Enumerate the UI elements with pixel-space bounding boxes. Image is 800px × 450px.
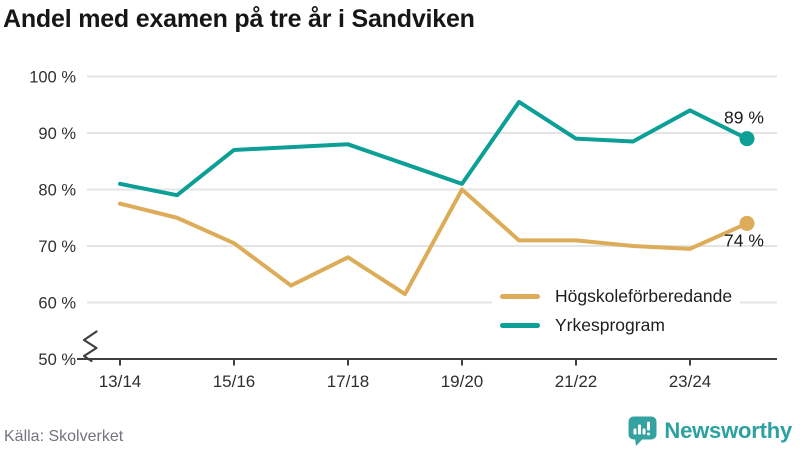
chart-legend: Högskoleförberedande Yrkesprogram	[492, 282, 741, 340]
chart-title: Andel med examen på tre år i Sandviken	[3, 5, 475, 33]
newsworthy-logo: Newsworthy	[628, 416, 792, 446]
y-axis-tick-label: 80 %	[38, 182, 76, 200]
source-text: Källa: Skolverket	[4, 428, 124, 445]
x-axis-tick-label: 23/24	[669, 372, 712, 391]
y-axis-tick-label: 90 %	[38, 125, 76, 143]
legend-item-yrkesprogram: Yrkesprogram	[500, 315, 732, 336]
legend-item-hogskoleforberedande: Högskoleförberedande	[500, 286, 732, 307]
x-axis-tick-label: 19/20	[441, 372, 484, 391]
y-axis-tick-label: 100 %	[29, 69, 76, 87]
series-end-value-label: 89 %	[724, 108, 764, 128]
y-axis-tick-label: 50 %	[38, 351, 76, 369]
legend-label: Yrkesprogram	[555, 315, 665, 335]
series-line-hogskoleforberedande	[118, 187, 749, 297]
y-axis-tick-label: 70 %	[38, 238, 76, 256]
y-axis-tick-label: 60 %	[38, 295, 76, 313]
series-end-value-label: 74 %	[724, 230, 764, 250]
legend-label: Högskoleförberedande	[555, 286, 733, 306]
x-axis-tick-label: 17/18	[327, 372, 370, 391]
legend-swatch-teal	[500, 323, 540, 328]
x-axis-tick-label: 13/14	[99, 372, 142, 391]
legend-swatch-orange	[500, 294, 540, 299]
x-axis-tick-label: 21/22	[555, 372, 598, 391]
newsworthy-logo-text: Newsworthy	[664, 418, 792, 443]
series-endpoint-yrkesprogram	[739, 131, 755, 147]
newsworthy-logo-icon	[628, 416, 657, 446]
x-axis-tick-label: 15/16	[213, 372, 256, 391]
axis-break-icon	[82, 330, 98, 363]
series-endpoint-hogskoleforberedande	[739, 215, 755, 231]
series-line-yrkesprogram	[118, 99, 749, 198]
